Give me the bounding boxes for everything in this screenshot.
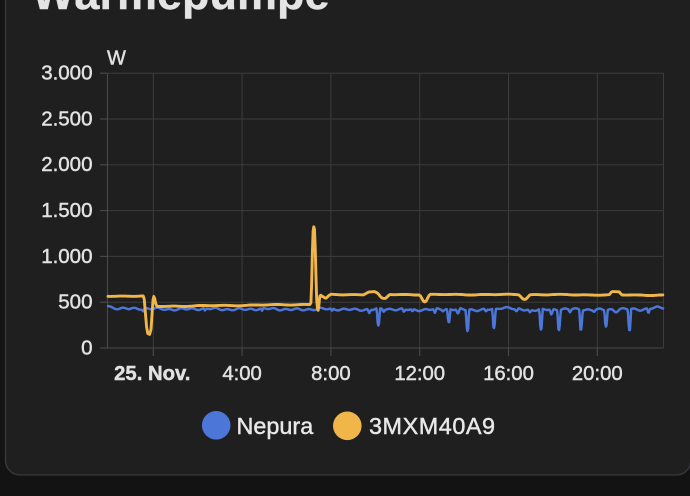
svg-text:500: 500: [58, 291, 92, 314]
svg-text:4:00: 4:00: [222, 363, 261, 385]
svg-text:3.000: 3.000: [41, 62, 92, 85]
svg-text:1.000: 1.000: [41, 245, 92, 268]
svg-text:12:00: 12:00: [394, 363, 445, 385]
svg-text:8:00: 8:00: [311, 363, 350, 385]
svg-text:3MXM40A9: 3MXM40A9: [369, 413, 496, 439]
svg-text:W: W: [107, 48, 126, 70]
svg-text:2.000: 2.000: [41, 153, 92, 176]
svg-text:16:00: 16:00: [483, 363, 534, 385]
svg-text:1.500: 1.500: [41, 199, 92, 222]
svg-text:2.500: 2.500: [41, 107, 92, 130]
svg-text:Wärmepumpe: Wärmepumpe: [32, 0, 330, 19]
svg-text:25. Nov.: 25. Nov.: [114, 363, 190, 385]
svg-text:Nepura: Nepura: [237, 413, 315, 439]
svg-text:0: 0: [81, 336, 92, 359]
svg-text:20:00: 20:00: [572, 363, 623, 385]
